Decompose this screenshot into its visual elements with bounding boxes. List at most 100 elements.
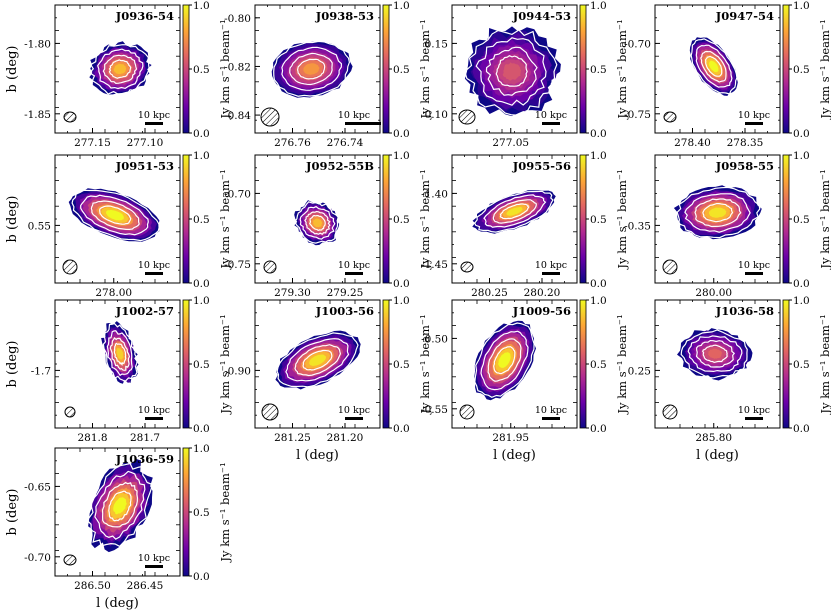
x-tick-label: 281.20 (327, 432, 364, 444)
panel-title: J1003-56 (315, 304, 374, 318)
x-tick-label: 281.7 (130, 432, 160, 444)
colorbar-tick-label: 1.0 (193, 295, 210, 307)
x-tick-label: 280.00 (695, 287, 732, 299)
contour-line (86, 462, 154, 548)
beam-ellipse-icon (460, 261, 474, 273)
emission-level (708, 348, 723, 359)
scalebar-label: 10 kpc (338, 405, 370, 416)
beam-ellipse-icon (260, 107, 280, 127)
contour-line (493, 346, 516, 375)
colorbar (182, 154, 190, 284)
colorbar-tick-label: 0.5 (590, 64, 607, 76)
colorbar-tick-label: 1.0 (793, 150, 810, 162)
scalebar-label: 10 kpc (738, 405, 770, 416)
colorbar-label: Jy km s⁻¹ beam⁻¹ (818, 314, 831, 414)
colorbar-tick-label: 1.0 (590, 295, 607, 307)
contour-line (702, 203, 734, 223)
colorbar-label: Jy km s⁻¹ beam⁻¹ (818, 19, 831, 119)
beam-ellipse-icon (458, 109, 476, 125)
scalebar (345, 417, 363, 420)
y-tick-label: -0.55 (421, 404, 448, 416)
colorbar (782, 154, 790, 284)
panel-j1002-57: J1002-57 10 kpc 281.8 281.7 -1.7 1.0 0.5 0.0 Jy … (31, 295, 232, 444)
scalebar-label: 10 kpc (138, 553, 170, 564)
contour-line (700, 50, 727, 83)
contour-line (473, 190, 554, 233)
emission-level (113, 63, 127, 75)
contour-line (276, 332, 359, 388)
colorbar (579, 154, 587, 284)
y-tick-label: -1.85 (24, 109, 51, 121)
contour-line (90, 200, 140, 230)
y-tick-label: -0.75 (624, 109, 651, 121)
colorbar-tick-label: 0.5 (793, 214, 810, 226)
contour-line (308, 214, 326, 232)
colorbar (782, 299, 790, 429)
contour-line (475, 37, 547, 106)
contour-line (487, 338, 522, 382)
panel-title: J1036-58 (715, 304, 774, 318)
colorbar-tick-label: 0.0 (793, 278, 810, 290)
y-tick-label: -0.82 (224, 61, 251, 73)
contour-line (495, 55, 528, 87)
scalebar (345, 272, 363, 275)
x-axis-label: l (deg) (296, 448, 339, 463)
panel-j0936-54: J0936-54 10 kpc 277.15 277.10 -1.80 -1.85 1.0 0… (24, 0, 232, 149)
scalebar-label: 10 kpc (535, 405, 567, 416)
colorbar-tick-label: 1.0 (193, 443, 210, 455)
colorbar-tick-label: 0.5 (590, 359, 607, 371)
emission-level (113, 497, 127, 515)
colorbar-tick-label: 1.0 (193, 150, 210, 162)
colorbar-label: Jy km s⁻¹ beam⁻¹ (218, 19, 232, 119)
panel-title: J0936-54 (115, 9, 174, 23)
panel-title: J0951-53 (115, 159, 174, 173)
colorbar-tick-label: 0.0 (393, 128, 410, 140)
colorbar (579, 299, 587, 429)
colorbar-tick-label: 0.5 (193, 64, 210, 76)
y-axis-label: b (deg) (5, 46, 20, 93)
panel-j0952-55b: J0952-55B 10 kpc 279.30 279.25 -0.70 -0.75 1.0… (224, 150, 432, 299)
panel-title: J0958-55 (715, 159, 774, 173)
panel-title: J1009-56 (512, 304, 571, 318)
panel-j1036-58: J1036-58 10 kpc 285.80 0.25 1.0 0.5 0.0 Jy km s… (628, 295, 831, 444)
colorbar-tick-label: 0.5 (193, 359, 210, 371)
emission-level (506, 206, 523, 216)
scalebar-label: 10 kpc (138, 110, 170, 121)
emission-level (106, 209, 124, 221)
scalebar (745, 122, 763, 125)
y-tick-label: -0.80 (224, 13, 251, 25)
panel-j1009-56: J1009-56 10 kpc 281.95 -0.50 -0.55 1.0 0.5 0.0 J… (421, 295, 629, 444)
colorbar-tick-label: 1.0 (793, 0, 810, 12)
emission-level (303, 63, 320, 75)
contour-line (109, 337, 131, 371)
emission-level (709, 60, 719, 73)
contour-line (289, 52, 333, 86)
colorbar (782, 4, 790, 134)
colorbar-tick-label: 0.0 (590, 423, 607, 435)
contour-line (273, 40, 351, 97)
contour-line (108, 490, 132, 522)
panel-j0938-53: J0938-53 10 kpc 276.76 276.74 -0.80 -0.82 -0.8… (224, 0, 432, 149)
contour-line (474, 322, 535, 398)
contour-line (492, 199, 537, 224)
contour-line (480, 330, 529, 391)
scalebar-label: 10 kpc (738, 260, 770, 271)
y-tick-label: -1.80 (24, 38, 51, 50)
colorbar-tick-label: 1.0 (590, 0, 607, 12)
colorbar-tick-label: 0.0 (393, 423, 410, 435)
colorbar-tick-label: 0.5 (590, 214, 607, 226)
y-tick-label: -0.70 (624, 38, 651, 50)
contour-line (702, 344, 728, 364)
colorbar-tick-label: 0.5 (193, 214, 210, 226)
y-axis-label: b (deg) (5, 341, 20, 388)
y-tick-label: 0.10 (425, 109, 448, 121)
colorbar-tick-label: 0.5 (793, 64, 810, 76)
panel-title: J1002-57 (115, 304, 174, 318)
panel-title: J0955-56 (512, 159, 571, 173)
x-tick-label: 280.20 (524, 287, 561, 299)
colorbar (182, 4, 190, 134)
contour-line (88, 44, 150, 96)
panel-j0955-56: J0955-56 10 kpc 280.25 280.20 -1.40 -1.45 1.0 0… (421, 150, 629, 299)
y-tick-label: 0.15 (425, 38, 448, 50)
x-tick-label: 278.40 (674, 137, 711, 149)
